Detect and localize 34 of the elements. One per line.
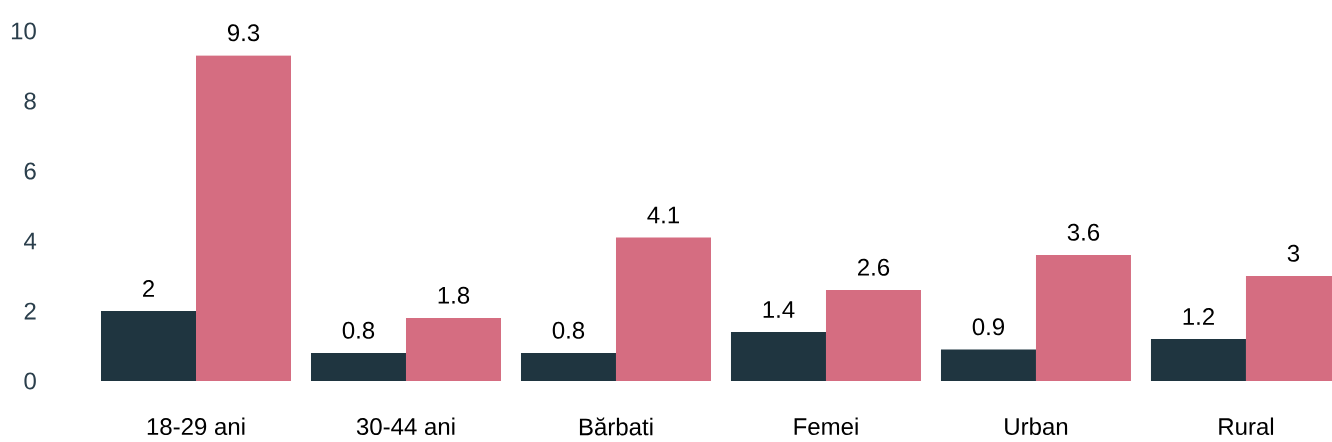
x-tick-label: 30-44 ani	[356, 417, 455, 436]
bar	[1035, 255, 1131, 381]
bar	[825, 290, 921, 381]
y-tick-label: 0	[24, 372, 36, 390]
data-label: 0.8	[342, 321, 375, 339]
x-tick-label: 18-29 ani	[147, 417, 245, 436]
data-label: 0.9	[972, 318, 1005, 336]
bar	[520, 353, 616, 381]
y-tick-label: 8	[24, 92, 36, 110]
x-tick-label: Urban	[1005, 417, 1068, 436]
data-label: 1.2	[1183, 308, 1214, 325]
data-label: 4.1	[647, 206, 679, 224]
data-label: 2	[143, 280, 154, 297]
bar	[310, 353, 406, 381]
data-label: 0.8	[552, 321, 585, 339]
data-label: 3.6	[1067, 223, 1100, 241]
data-label: 9.3	[227, 24, 260, 42]
bar	[615, 237, 711, 381]
data-label: 1.4	[763, 301, 795, 318]
bar	[730, 332, 826, 381]
data-label: 2.6	[858, 258, 890, 276]
bar	[405, 318, 501, 381]
data-label: 1.8	[438, 286, 470, 304]
y-tick-label: 6	[24, 162, 36, 180]
x-tick-label: Rural	[1219, 417, 1274, 436]
y-tick-label: 2	[24, 302, 36, 320]
x-tick-label: Bărbati	[579, 417, 653, 436]
bar	[196, 55, 291, 381]
y-tick-label: 4	[24, 232, 37, 250]
bar	[940, 349, 1036, 381]
y-tick-label: 10	[11, 22, 36, 40]
data-label: 3	[1287, 244, 1300, 262]
bar	[101, 311, 196, 381]
x-tick-label: Femei	[794, 417, 858, 436]
